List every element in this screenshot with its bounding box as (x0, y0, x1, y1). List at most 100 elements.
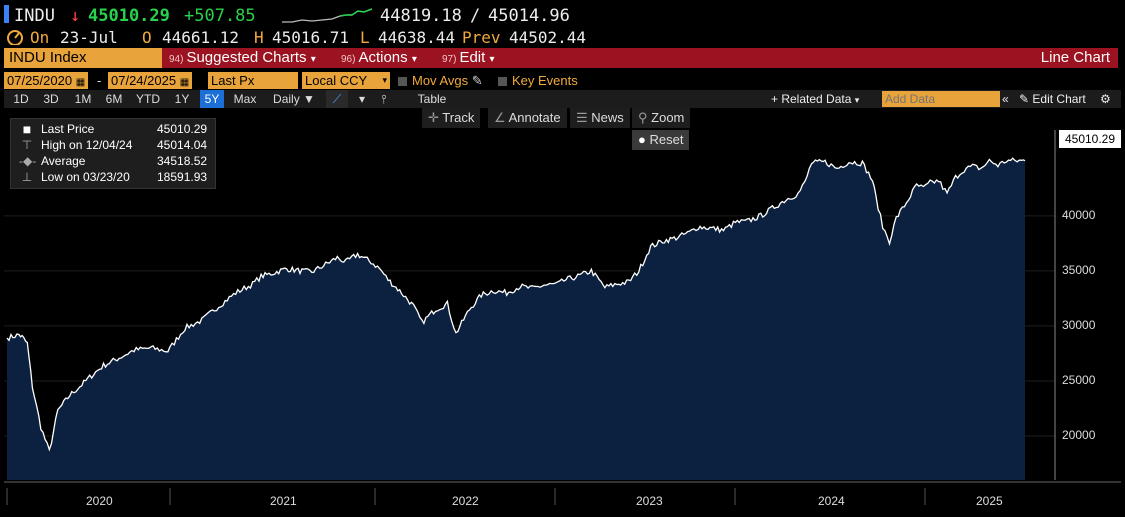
menu-number: 94) (169, 54, 184, 65)
low-marker-icon: ⊥ (21, 170, 33, 184)
related-data-label: + Related Data (771, 92, 852, 106)
price-area (7, 158, 1025, 480)
filled-square-icon: ■ (22, 121, 32, 137)
price-line (6, 157, 1026, 452)
sparkline (282, 8, 372, 23)
pencil-line-icon: ∠ (494, 110, 506, 125)
legend-last-price[interactable]: ■ Last Price 45010.29 (15, 121, 211, 137)
y-tick-label: 30000 (1062, 317, 1096, 332)
reset-button[interactable]: ● Reset (632, 130, 690, 150)
legend-average[interactable]: -◆- Average 34518.52 (15, 153, 211, 169)
end-date-value: 07/24/2025 (111, 73, 177, 88)
chevron-down-icon: ▾ (411, 54, 417, 65)
start-date-field[interactable]: 07/25/2020 ▦ (4, 72, 88, 89)
x-tick-label: 2022 (452, 494, 479, 508)
chart-style-dropdown-icon[interactable]: ▾ (358, 92, 366, 106)
prev-label: Prev (462, 28, 501, 47)
chevron-down-icon: ▾ (489, 54, 495, 65)
menu-label: Actions (358, 49, 408, 66)
menu-label: Edit (459, 49, 486, 66)
mov-avgs-toggle[interactable]: Mov Avgs ✎ (398, 72, 483, 89)
checkbox-icon[interactable] (398, 77, 407, 86)
news-tool[interactable]: ☰ News (570, 108, 630, 128)
related-data-menu[interactable]: + Related Data ▾ (771, 90, 859, 109)
add-data-input[interactable] (882, 91, 1000, 107)
actions-menu[interactable]: 96) Actions ▾ (341, 48, 417, 68)
chevron-down-icon: ▾ (310, 54, 316, 65)
table-button[interactable]: Table (417, 92, 447, 106)
ohlc-line: On 23-Jul O 44661.12 H 45016.71 L 44638.… (4, 28, 1121, 48)
legend: ■ Last Price 45010.29 ⊤ High on 12/04/24… (10, 118, 216, 189)
y-tick-label: 35000 (1062, 262, 1096, 277)
menu-bar: INDU Index 94) Suggested Charts ▾ 96) Acti… (4, 48, 1118, 68)
frequency-select[interactable]: Daily ▼ (273, 92, 315, 106)
menu-number: 97) (442, 54, 457, 65)
calendar-icon[interactable]: ▦ (179, 77, 190, 88)
crosshair-icon: ✛ (428, 110, 439, 125)
period-6m[interactable]: 6M (105, 92, 123, 106)
zoom-tool[interactable]: ⚲ Zoom (632, 108, 691, 128)
last-price: 45010.29 (88, 6, 170, 26)
period-1y[interactable]: 1Y (174, 92, 190, 106)
period-ytd[interactable]: YTD (136, 92, 160, 106)
high-value: 45016.71 (272, 28, 350, 47)
legend-high[interactable]: ⊤ High on 12/04/24 45014.04 (15, 137, 211, 153)
annotate-tool[interactable]: ∠ Annotate (488, 108, 567, 128)
period-1m[interactable]: 1M (74, 92, 92, 106)
line-chart-icon[interactable]: ⟋ (326, 90, 348, 108)
collapse-icon[interactable]: « (1002, 92, 1009, 106)
zoom-label: Zoom (651, 110, 685, 125)
range-high: 45014.96 (488, 6, 570, 26)
edit-chart-button[interactable]: ✎ Edit Chart (1019, 90, 1086, 108)
chart-type-title: Line Chart (1040, 49, 1110, 66)
search-icon: ⚲ (638, 110, 648, 125)
checkbox-icon[interactable] (498, 77, 507, 86)
y-tick-label: 40000 (1062, 207, 1096, 222)
key-events-toggle[interactable]: Key Events (498, 72, 578, 89)
calendar-icon[interactable]: ▦ (75, 77, 86, 88)
period-5y[interactable]: 5Y (200, 90, 224, 108)
pencil-icon[interactable]: ✎ (471, 73, 483, 88)
open-value: 44661.12 (162, 28, 240, 47)
legend-name: Average (41, 154, 86, 168)
news-icon: ☰ (576, 110, 588, 125)
sparkline-up-segment (339, 8, 372, 17)
legend-name: Last Price (41, 122, 95, 136)
edit-menu[interactable]: 97) Edit ▾ (442, 48, 495, 68)
price-field-select[interactable]: Last Px (208, 72, 298, 89)
x-tick-label: 2024 (818, 494, 845, 508)
gauge-icon[interactable] (6, 29, 24, 49)
period-max[interactable]: Max (233, 92, 257, 106)
reset-icon: ● (638, 132, 646, 147)
period-3d[interactable]: 3D (43, 92, 59, 106)
reset-label: Reset (649, 132, 684, 147)
x-tick-label: 2021 (270, 494, 297, 508)
key-events-label: Key Events (512, 73, 578, 88)
y-tick-label: 25000 (1062, 372, 1096, 387)
date-dash: - (97, 73, 102, 88)
legend-low[interactable]: ⊥ Low on 03/23/20 18591.93 (15, 169, 211, 185)
y-tick-label: 20000 (1062, 427, 1096, 442)
currency-select[interactable]: Local CCY ▾ (302, 72, 390, 89)
track-tool[interactable]: ✛ Track (422, 108, 481, 128)
end-date-field[interactable]: 07/24/2025 ▦ (108, 72, 192, 89)
ticker-symbol[interactable]: INDU (14, 6, 55, 26)
security-field[interactable]: INDU Index (4, 48, 162, 68)
average-marker-icon: -◆- (19, 154, 37, 168)
crosshair-icon[interactable]: ⫯ (381, 92, 387, 106)
legend-name: High on 12/04/24 (41, 138, 133, 152)
period-1d[interactable]: 1D (13, 92, 29, 106)
mov-avgs-label: Mov Avgs (412, 73, 469, 88)
legend-name: Low on 03/23/20 (41, 170, 130, 184)
legend-value: 18591.93 (157, 170, 208, 184)
x-year-separators (6, 488, 926, 505)
legend-value: 45014.04 (157, 138, 208, 152)
price-field-value: Last Px (211, 73, 255, 88)
suggested-charts-menu[interactable]: 94) Suggested Charts ▾ (169, 48, 316, 68)
gear-icon[interactable]: ⚙ (1100, 92, 1111, 106)
range-separator: / (470, 6, 481, 26)
track-label: Track (442, 110, 475, 125)
menu-number: 96) (341, 54, 356, 65)
x-tick-label: 2020 (86, 494, 113, 508)
